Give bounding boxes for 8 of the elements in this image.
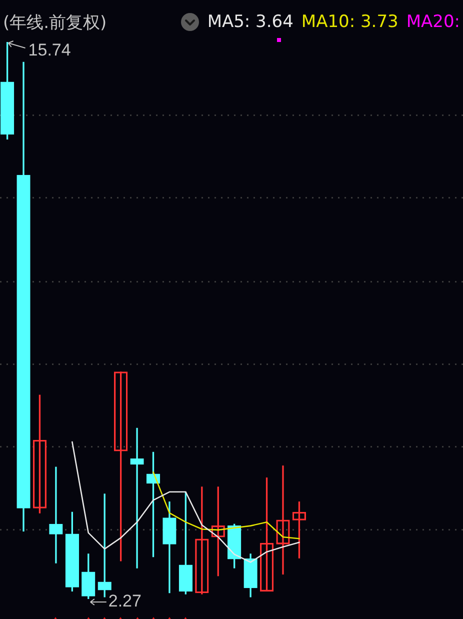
legend-label: MA20: — [406, 12, 460, 32]
text: MA10: 3.73 — [301, 12, 398, 32]
annotation: 2.27 — [108, 592, 142, 611]
candlestick — [130, 428, 144, 568]
text: MA5: 3.64 — [207, 12, 294, 32]
annotation: 15.74 — [28, 40, 71, 60]
candlestick — [49, 466, 63, 564]
chart-title: (年线.前复权) — [3, 12, 107, 34]
